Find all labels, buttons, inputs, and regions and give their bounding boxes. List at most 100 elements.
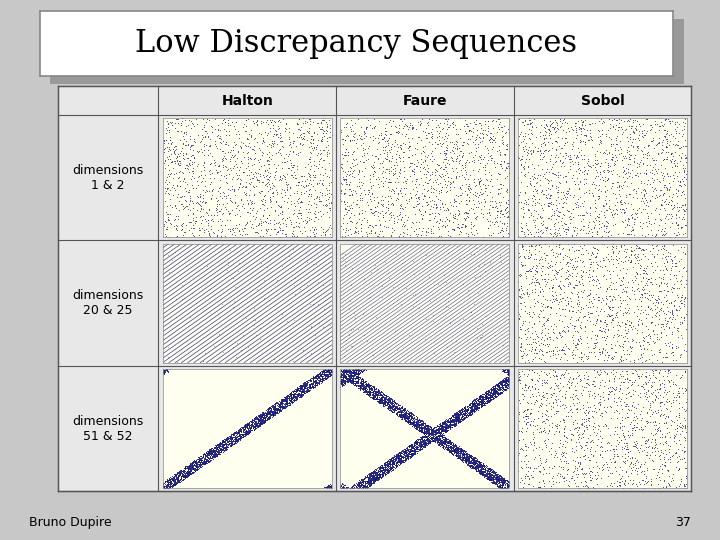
- Point: [344, 369, 356, 377]
- Point: [618, 456, 629, 465]
- Point: [170, 141, 181, 150]
- Point: [168, 473, 179, 482]
- Point: [484, 138, 495, 146]
- Point: [374, 465, 386, 474]
- Point: [264, 231, 275, 240]
- Point: [274, 116, 285, 124]
- Point: [653, 422, 665, 431]
- Point: [196, 454, 207, 462]
- Point: [463, 456, 474, 464]
- Point: [228, 138, 239, 146]
- Point: [552, 296, 563, 305]
- Point: [302, 218, 313, 226]
- Point: [410, 420, 422, 428]
- Point: [416, 426, 428, 435]
- Point: [626, 342, 637, 351]
- Point: [397, 448, 409, 456]
- Point: [584, 259, 595, 268]
- Point: [271, 405, 282, 414]
- Point: [489, 392, 500, 401]
- Point: [368, 264, 379, 272]
- Point: [296, 381, 307, 390]
- Point: [472, 394, 483, 402]
- Point: [613, 114, 625, 123]
- Point: [467, 461, 479, 470]
- Point: [336, 483, 348, 491]
- Point: [469, 402, 481, 410]
- Point: [273, 400, 284, 408]
- Point: [606, 154, 618, 163]
- Point: [197, 161, 209, 170]
- Point: [632, 446, 644, 454]
- Point: [621, 145, 633, 154]
- Point: [335, 163, 346, 171]
- Point: [422, 439, 433, 448]
- Point: [357, 379, 369, 388]
- Point: [441, 423, 452, 431]
- Point: [409, 437, 420, 446]
- Point: [197, 191, 209, 199]
- Point: [629, 231, 640, 240]
- Point: [240, 426, 251, 434]
- Point: [468, 404, 480, 413]
- Point: [372, 192, 383, 201]
- Point: [495, 376, 506, 385]
- Point: [256, 409, 268, 417]
- Point: [441, 417, 452, 426]
- Point: [460, 406, 472, 414]
- Point: [665, 117, 676, 125]
- Point: [474, 391, 485, 400]
- Point: [498, 477, 510, 485]
- Point: [237, 431, 248, 440]
- Point: [261, 179, 272, 187]
- Point: [449, 409, 460, 417]
- Point: [437, 432, 449, 441]
- Point: [395, 411, 406, 420]
- Point: [373, 469, 384, 477]
- Point: [640, 443, 652, 451]
- Point: [641, 464, 652, 473]
- Point: [488, 384, 500, 393]
- Point: [360, 383, 372, 391]
- Point: [379, 203, 391, 212]
- Point: [366, 475, 378, 483]
- Point: [608, 333, 619, 341]
- Point: [256, 413, 267, 421]
- Point: [495, 159, 507, 168]
- Point: [659, 262, 670, 271]
- Point: [228, 430, 240, 438]
- Point: [342, 231, 354, 240]
- Point: [357, 376, 369, 384]
- Point: [446, 164, 458, 173]
- Point: [307, 379, 319, 387]
- Point: [191, 464, 202, 472]
- Point: [217, 441, 229, 450]
- Point: [288, 206, 300, 214]
- Point: [418, 147, 429, 156]
- Point: [441, 159, 453, 167]
- Point: [451, 452, 462, 461]
- Point: [258, 192, 269, 200]
- Point: [434, 424, 446, 433]
- Point: [539, 375, 550, 384]
- Point: [678, 454, 690, 463]
- Point: [666, 212, 678, 220]
- Point: [495, 481, 506, 489]
- Point: [501, 481, 513, 490]
- Point: [297, 384, 309, 393]
- Point: [279, 393, 290, 401]
- Point: [662, 148, 674, 157]
- Point: [442, 423, 454, 431]
- Point: [474, 400, 485, 408]
- Point: [356, 375, 368, 383]
- Point: [444, 183, 456, 191]
- Point: [241, 424, 253, 433]
- Point: [360, 386, 372, 394]
- Point: [512, 451, 523, 460]
- Point: [341, 367, 353, 376]
- Point: [470, 465, 482, 474]
- Point: [499, 377, 510, 386]
- Point: [171, 478, 183, 487]
- Point: [428, 429, 439, 438]
- Point: [642, 198, 653, 206]
